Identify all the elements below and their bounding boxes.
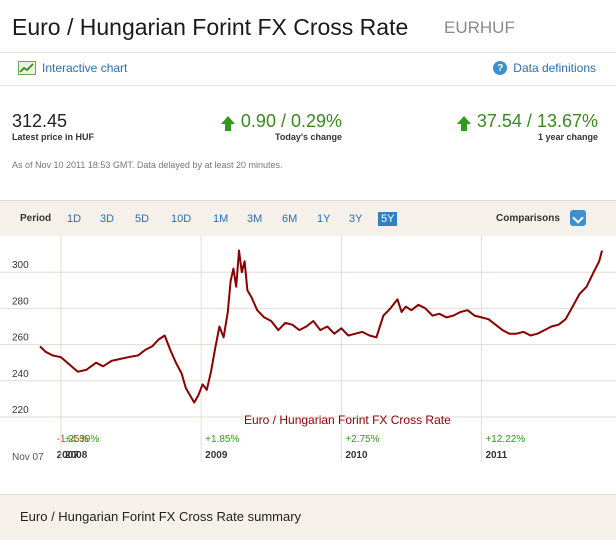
chart-svg: 220 240 260 280 300 -1.25% 2007 +4.39% 2008 +1.85… [0,236,616,463]
year-label: 2010 [345,450,368,461]
up-arrow-icon [220,116,235,131]
page-header: Euro / Hungarian Forint FX Cross Rate EU… [12,14,604,44]
series-label: Euro / Hungarian Forint FX Cross Rate [244,413,451,427]
latest-price: 312.45 Latest price in HUF [12,110,94,142]
period-5d[interactable]: 5D [135,213,150,225]
interactive-chart-link[interactable]: Interactive chart [18,61,127,75]
as-of-note: As of Nov 10 2011 18:53 GMT. Data delaye… [12,160,283,170]
y-tick-label: 260 [12,333,29,344]
y-tick-label: 240 [12,369,29,380]
up-arrow-icon [456,116,471,131]
period-1m[interactable]: 1M [213,213,229,225]
data-definitions-label: Data definitions [513,61,596,75]
year-label: 2008 [65,450,88,461]
period-3y[interactable]: 3Y [349,213,363,225]
year-label: 2011 [485,450,507,461]
period-1d[interactable]: 1D [67,213,82,225]
today-change-label: Today's change [275,132,342,142]
year-change-label: +2.75% [345,434,379,445]
year-label: 2009 [205,450,228,461]
year-change-label: +4.39% [65,434,99,445]
comparisons-label: Comparisons [496,213,560,224]
period-1y[interactable]: 1Y [317,213,331,225]
data-definitions-link[interactable]: ? Data definitions [493,61,596,75]
year-change-label: +1.85% [205,434,239,445]
today-change: 0.90 / 0.29% Today's change [208,110,342,142]
summary-title: Euro / Hungarian Forint FX Cross Rate su… [20,509,302,524]
page-title: Euro / Hungarian Forint FX Cross Rate [12,14,409,40]
year-label: 2007 [57,450,80,461]
today-change-value: 0.90 / 0.29% [240,111,342,131]
price-series-line [39,249,603,404]
year-change-label: 1 year change [537,132,598,142]
period-10d[interactable]: 10D [171,213,192,225]
year-change: 37.54 / 13.67% 1 year change [438,110,598,142]
period-label: Period [20,213,52,224]
year-change-label: +12.22% [485,434,525,445]
period-5y[interactable]: 5Y [378,212,398,226]
year-change-label: -1.25% [57,434,89,445]
interactive-chart-label: Interactive chart [42,61,128,75]
help-icon: ? [493,61,508,75]
y-tick-label: 280 [12,296,29,307]
period-bar: Period 1D 3D 5D 10D 1M 3M 6M 1Y 3Y 5Y Co… [0,200,616,236]
price-chart[interactable]: 220 240 260 280 300 -1.25% 2007 +4.39% 2008 +1.85… [0,236,616,466]
y-tick-label: 300 [12,260,29,271]
y-tick-label: 220 [12,405,29,416]
period-3d[interactable]: 3D [100,213,115,225]
year-change-value: 37.54 / 13.67% [476,111,598,131]
comparisons-dropdown[interactable] [570,210,586,226]
ticker-symbol: EURHUF [444,18,515,37]
period-6m[interactable]: 6M [282,213,298,225]
price-value: 312.45 [12,111,68,131]
chart-icon [18,61,36,75]
summary-section: Euro / Hungarian Forint FX Cross Rate su… [0,494,616,540]
price-label: Latest price in HUF [12,132,95,142]
toolbar: Interactive chart ? Data definitions [0,52,616,86]
start-date-label: Nov 07 [12,452,44,463]
period-3m[interactable]: 3M [247,213,263,225]
